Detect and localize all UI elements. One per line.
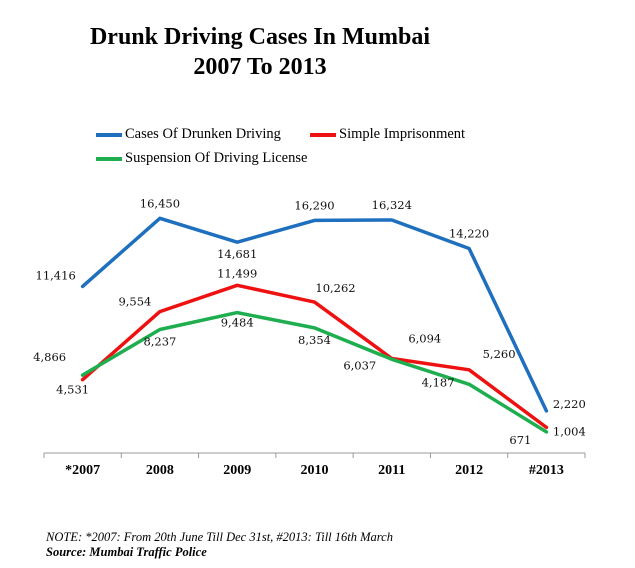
- x-tick-label: 2009: [223, 463, 251, 478]
- data-label: 671: [509, 433, 531, 447]
- data-label: 16,450: [140, 196, 180, 210]
- data-label: 8,237: [143, 334, 176, 348]
- legend-label-imprisonment: Simple Imprisonment: [339, 126, 466, 142]
- x-tick-label: 2010: [301, 463, 329, 478]
- data-label: 2,220: [553, 397, 586, 411]
- legend-swatch-suspension: [96, 156, 122, 161]
- data-label: 9,484: [221, 316, 254, 330]
- data-label: 11,416: [36, 268, 76, 282]
- legend-label-cases: Cases Of Drunken Driving: [125, 126, 281, 142]
- footnote: NOTE: *2007: From 20th June Till Dec 31s…: [46, 530, 393, 560]
- data-label: 5,260: [483, 347, 516, 361]
- data-label: 10,262: [315, 281, 355, 295]
- data-label: 16,324: [372, 198, 412, 212]
- source-text: Source: Mumbai Traffic Police: [46, 545, 207, 559]
- data-label: 8,354: [298, 333, 331, 347]
- series-line-2: [80, 310, 549, 434]
- footnote-text: NOTE: *2007: From 20th June Till Dec 31s…: [46, 530, 393, 544]
- data-label: 6,094: [408, 331, 441, 345]
- data-label: 14,681: [217, 247, 257, 261]
- chart-title-line1: Drunk Driving Cases In Mumbai: [89, 24, 431, 50]
- legend-label-suspension: Suspension Of Driving License: [125, 150, 308, 166]
- data-label: 1,004: [553, 424, 586, 438]
- data-label: 16,290: [294, 198, 334, 212]
- chart-subtitle: 2007 To 2013: [193, 54, 327, 80]
- x-tick-label: 2012: [455, 463, 483, 478]
- data-label: 6,037: [343, 358, 376, 372]
- data-label: 4,866: [33, 350, 66, 364]
- series-line-0: [80, 216, 549, 413]
- legend-swatch-imprisonment: [310, 132, 336, 137]
- data-label: 14,220: [449, 226, 489, 240]
- series-line-1: [80, 283, 549, 430]
- x-tick-label: 2008: [146, 463, 174, 478]
- data-label: 4,187: [422, 375, 455, 389]
- data-label: 11,499: [217, 266, 257, 280]
- x-tick-label: *2007: [65, 463, 100, 478]
- chart-title: Drunk Driving Cases In Mumbai 2007 To 20…: [0, 22, 520, 82]
- legend-item-imprisonment: Simple Imprisonment: [310, 126, 465, 143]
- data-label: 9,554: [118, 295, 151, 309]
- legend-swatch-cases: [96, 132, 122, 137]
- legend-item-cases: Cases Of Drunken Driving: [96, 126, 281, 143]
- legend-item-suspension: Suspension Of Driving License: [96, 150, 307, 167]
- data-label: 4,531: [56, 383, 89, 397]
- x-tick-label: #2013: [529, 463, 564, 478]
- x-tick-label: 2011: [378, 463, 405, 478]
